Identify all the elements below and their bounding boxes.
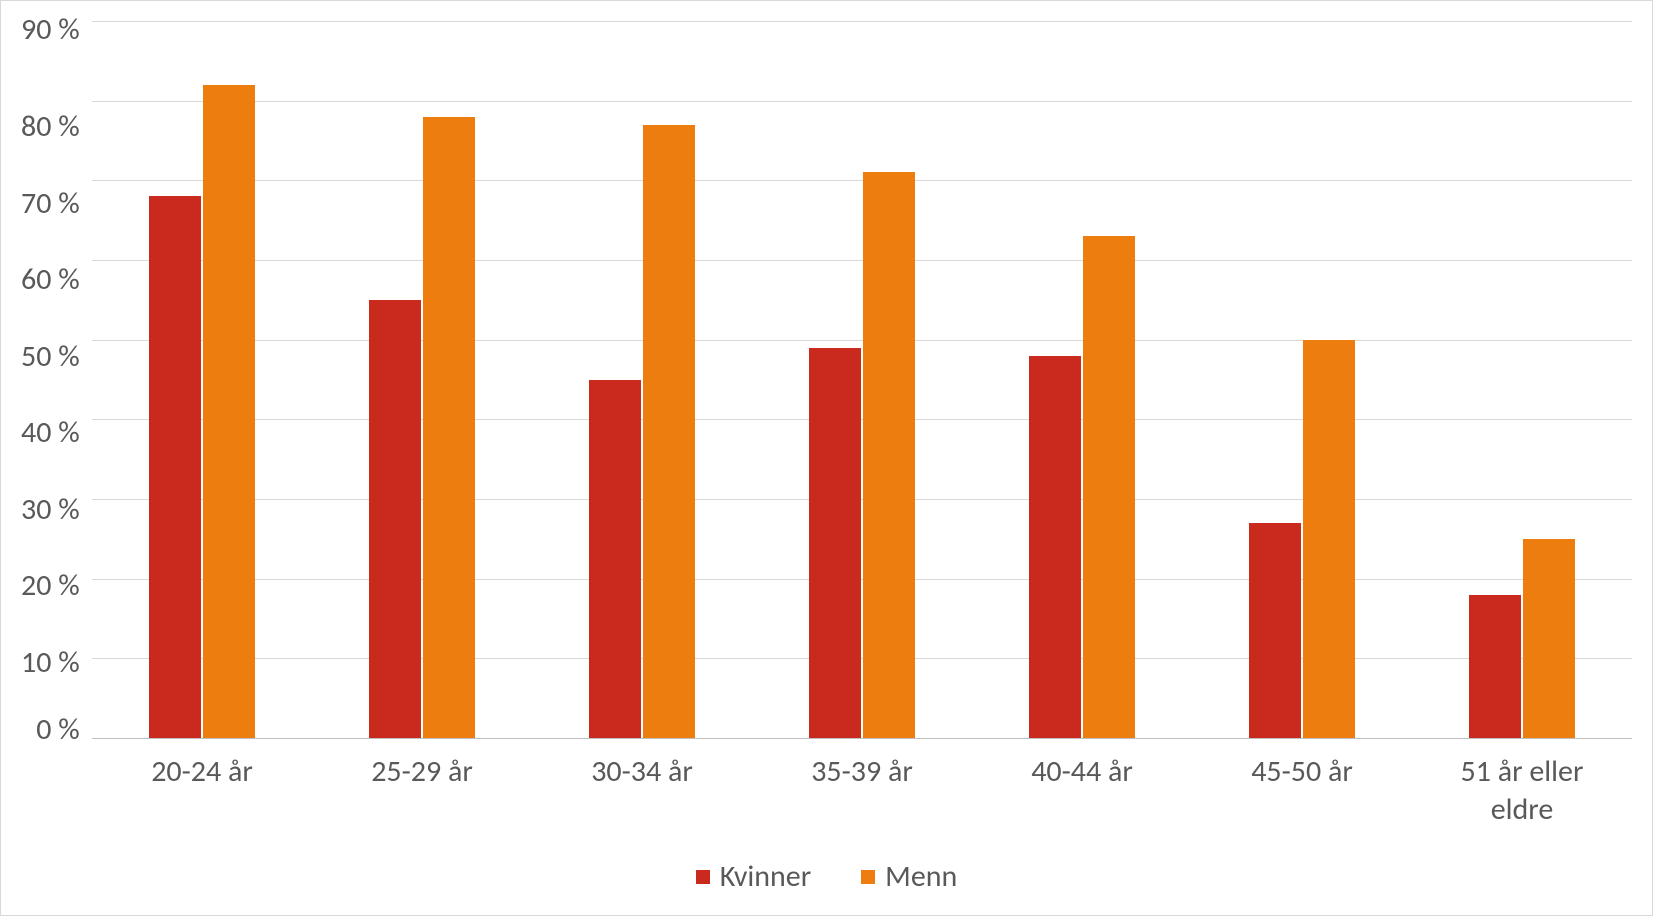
chart-container: 90 %80 %70 %60 %50 %40 %30 %20 %10 %0 % …	[0, 0, 1653, 916]
bar	[1523, 539, 1575, 738]
x-tick-label: 30-34 år	[532, 739, 752, 828]
legend-swatch	[696, 870, 710, 884]
y-tick-label: 80 %	[21, 112, 80, 142]
bar	[1083, 236, 1135, 738]
bar	[1249, 523, 1301, 738]
bar	[1029, 356, 1081, 738]
x-tick-label: 51 år eller eldre	[1412, 739, 1632, 828]
chart-body: 90 %80 %70 %60 %50 %40 %30 %20 %10 %0 % …	[21, 21, 1632, 895]
legend-label: Kvinner	[720, 858, 811, 895]
bar	[1303, 340, 1355, 738]
bar	[149, 196, 201, 738]
x-tick-label: 40-44 år	[972, 739, 1192, 828]
bar	[863, 172, 915, 738]
bar-group	[312, 21, 532, 738]
x-tick-label: 25-29 år	[312, 739, 532, 828]
x-axis: 20-24 år25-29 år30-34 år35-39 år40-44 år…	[92, 739, 1632, 828]
x-tick-label: 45-50 år	[1192, 739, 1412, 828]
legend-item: Menn	[861, 858, 957, 895]
y-tick-label: 50 %	[21, 342, 80, 372]
y-tick-label: 0 %	[36, 715, 79, 745]
bars-layer	[92, 21, 1632, 738]
bar-group	[1192, 21, 1412, 738]
bar-group	[1412, 21, 1632, 738]
legend-swatch	[861, 870, 875, 884]
bar	[589, 380, 641, 739]
y-tick-label: 30 %	[21, 495, 80, 525]
bar	[369, 300, 421, 738]
bar	[809, 348, 861, 738]
x-tick-label: 20-24 år	[92, 739, 312, 828]
y-tick-label: 20 %	[21, 571, 80, 601]
x-tick-label: 35-39 år	[752, 739, 972, 828]
bar	[643, 125, 695, 738]
legend: Kvinner Menn	[21, 828, 1632, 895]
bar	[423, 117, 475, 738]
bar-group	[972, 21, 1192, 738]
legend-item: Kvinner	[696, 858, 811, 895]
y-axis: 90 %80 %70 %60 %50 %40 %30 %20 %10 %0 %	[21, 21, 92, 739]
bar	[203, 85, 255, 738]
y-tick-label: 60 %	[21, 265, 80, 295]
plot-row: 90 %80 %70 %60 %50 %40 %30 %20 %10 %0 %	[21, 21, 1632, 739]
bar-group	[532, 21, 752, 738]
bar	[1469, 595, 1521, 738]
y-tick-label: 10 %	[21, 648, 80, 678]
legend-label: Menn	[885, 858, 957, 895]
y-tick-label: 90 %	[21, 15, 80, 45]
plot-area	[92, 21, 1632, 739]
x-axis-spacer	[21, 739, 92, 828]
y-tick-label: 70 %	[21, 189, 80, 219]
x-axis-row: 20-24 år25-29 år30-34 år35-39 år40-44 år…	[21, 739, 1632, 828]
bar-group	[92, 21, 312, 738]
y-tick-label: 40 %	[21, 418, 80, 448]
bar-group	[752, 21, 972, 738]
